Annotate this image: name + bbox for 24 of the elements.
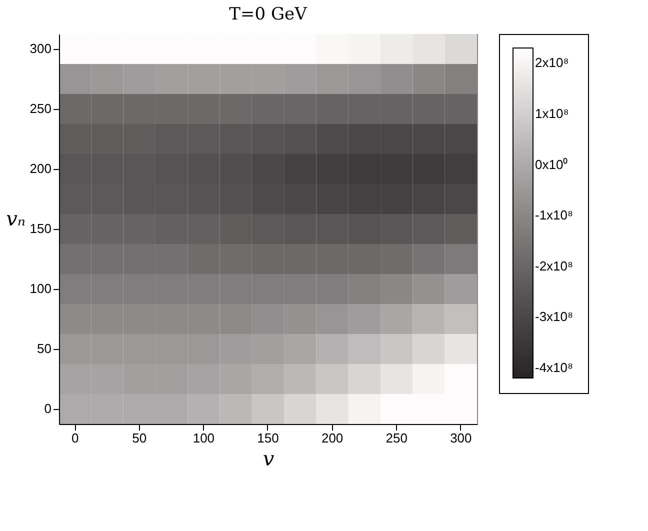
y-tick-label: 150 <box>30 221 52 236</box>
y-tick-label: 100 <box>30 281 52 296</box>
color-bar-label: -4x10⁸ <box>535 360 574 375</box>
y-tick-label: 50 <box>37 341 52 356</box>
y-tick-label: 0 <box>44 401 52 416</box>
x-tick-label: 100 <box>192 430 215 446</box>
color-bar-label: -1x10⁸ <box>535 208 574 223</box>
chart-title: T=0 GeV <box>229 4 308 24</box>
color-bar-label: -2x10⁸ <box>535 258 574 274</box>
color-bar-label: 0x10⁰ <box>535 156 568 172</box>
x-tick-label: 50 <box>132 430 147 446</box>
x-tick-label: 300 <box>450 430 472 446</box>
x-tick-label: 150 <box>257 430 279 446</box>
x-tick-label: 200 <box>321 430 344 446</box>
y-tick-label: 200 <box>30 161 52 176</box>
y-tick-label: 300 <box>30 41 52 56</box>
x-tick-label: 0 <box>71 430 79 446</box>
x-axis-title: v <box>262 446 275 470</box>
color-bar-label: 2x10⁸ <box>535 55 569 70</box>
x-tick-label: 250 <box>386 430 408 446</box>
color-bar-label: -3x10⁸ <box>535 309 574 324</box>
y-axis-title: vₙ <box>6 206 26 230</box>
color-bar-label: 1x10⁸ <box>535 106 569 121</box>
y-tick-label: 250 <box>30 101 52 116</box>
